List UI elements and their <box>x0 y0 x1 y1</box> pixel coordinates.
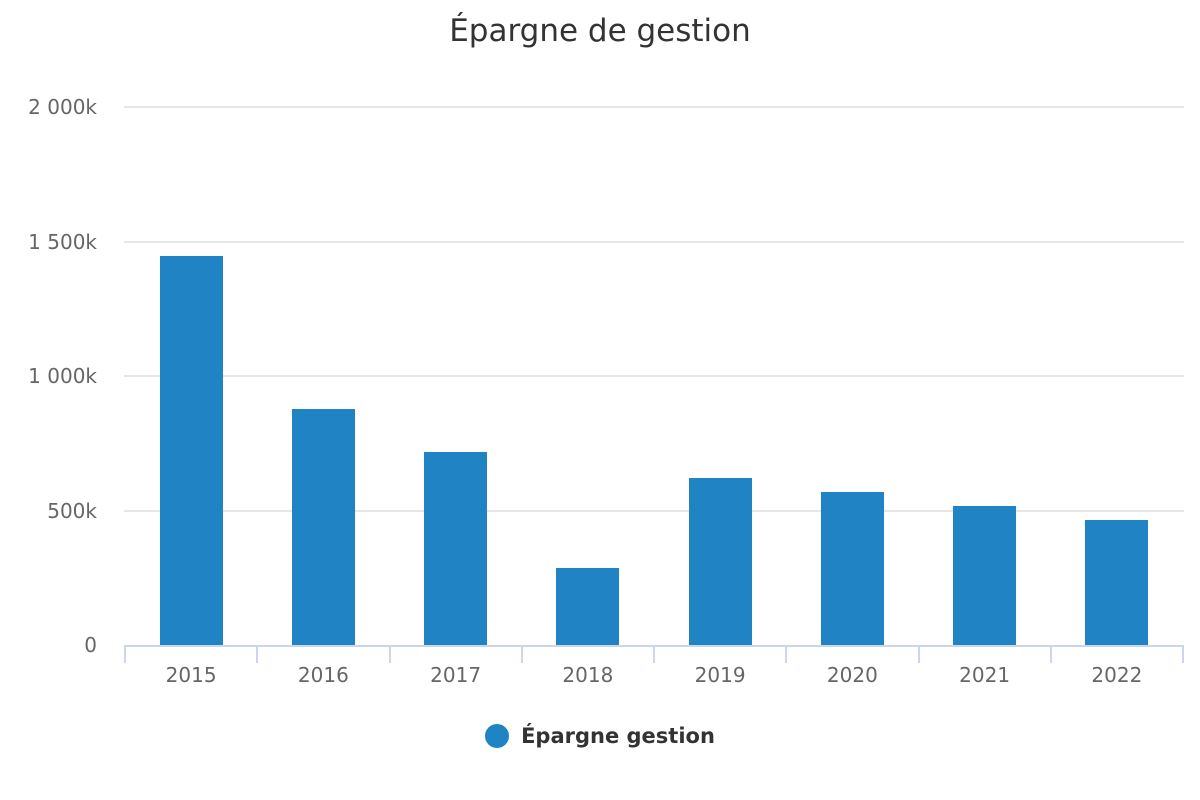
x-axis-label: 2020 <box>826 663 878 687</box>
y-gridline <box>124 106 1184 108</box>
x-axis-tick <box>256 647 259 663</box>
y-gridline <box>124 240 1184 243</box>
bar-2015[interactable] <box>159 255 223 645</box>
x-axis-label: 2016 <box>297 663 349 687</box>
chart-title: Épargne de gestion <box>449 13 751 49</box>
bar-2018[interactable] <box>556 567 620 645</box>
y-axis-label: 2 000k <box>28 95 97 119</box>
legend-label: Épargne gestion <box>521 724 715 748</box>
x-axis-label: 2018 <box>562 663 614 687</box>
x-axis-label: 2021 <box>959 663 1011 687</box>
y-axis-label: 1 500k <box>28 229 97 254</box>
x-axis-tick <box>1049 647 1052 663</box>
x-axis-tick <box>520 647 523 663</box>
x-axis-label: 2022 <box>1091 663 1143 687</box>
x-axis-tick <box>917 647 920 663</box>
x-axis-label: 2015 <box>165 663 217 687</box>
bar-2017[interactable] <box>424 451 488 645</box>
y-axis-label: 500k <box>47 498 97 523</box>
bar-2020[interactable] <box>820 491 884 645</box>
x-axis-line <box>124 645 1184 647</box>
bar-2021[interactable] <box>953 505 1017 645</box>
y-gridline <box>124 375 1184 377</box>
bar-2022[interactable] <box>1085 519 1149 645</box>
bar-2016[interactable] <box>291 408 355 645</box>
x-axis-label: 2019 <box>694 663 746 687</box>
x-axis-tick <box>388 647 391 663</box>
x-axis-tick <box>1182 647 1184 663</box>
legend-item[interactable]: Épargne gestion <box>0 724 1200 748</box>
x-axis-label: 2017 <box>430 663 482 687</box>
y-gridline <box>124 509 1184 512</box>
legend-marker-icon <box>485 724 510 748</box>
x-axis-tick <box>653 647 655 663</box>
y-axis-label: 0 <box>84 633 97 657</box>
x-axis-tick <box>785 647 788 663</box>
y-axis-label: 1 000k <box>28 364 97 388</box>
x-axis-tick <box>124 647 126 663</box>
bar-2019[interactable] <box>688 477 752 645</box>
